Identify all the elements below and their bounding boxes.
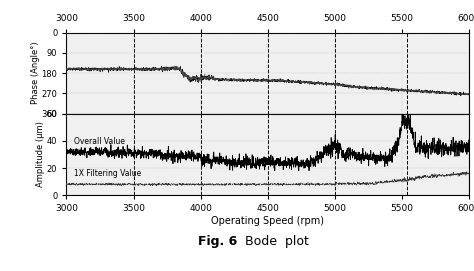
Text: Overall Value: Overall Value xyxy=(74,137,126,146)
Text: Fig. 6: Fig. 6 xyxy=(198,235,237,248)
Y-axis label: Amplitude (μm): Amplitude (μm) xyxy=(36,121,46,188)
Text: Bode  plot: Bode plot xyxy=(237,235,309,248)
Text: 1X Filtering Value: 1X Filtering Value xyxy=(74,169,142,178)
X-axis label: Operating Speed (rpm): Operating Speed (rpm) xyxy=(211,216,324,226)
Y-axis label: Phase (Angle°): Phase (Angle°) xyxy=(31,42,40,105)
